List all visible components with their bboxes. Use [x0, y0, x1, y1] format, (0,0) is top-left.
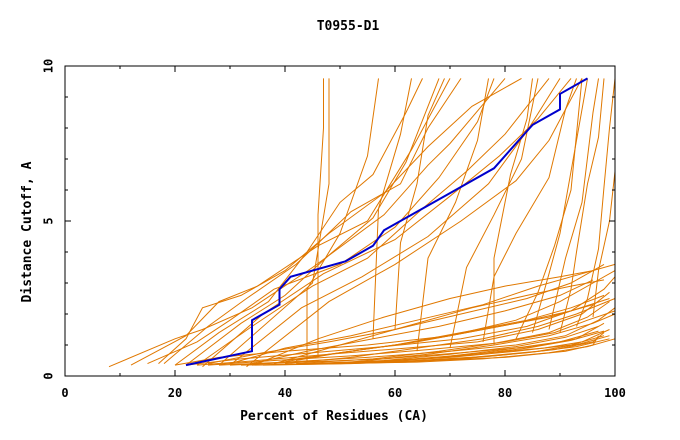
- x-tick-label-20: 20: [168, 386, 182, 400]
- model-line-40: [284, 298, 616, 365]
- model-line-15: [372, 78, 412, 339]
- model-line-20: [493, 78, 533, 345]
- model-line-46: [273, 279, 605, 365]
- y-tick-label-10: 10: [42, 59, 56, 73]
- model-line-23: [548, 78, 599, 330]
- x-tick-label-100: 100: [604, 386, 626, 400]
- model-line-50: [372, 335, 605, 363]
- y-axis-label: Distance Cutoff, A: [20, 161, 35, 302]
- model-line-25: [576, 78, 616, 327]
- model-line-45: [339, 338, 616, 365]
- model-line-1: [108, 78, 506, 368]
- y-tick-label-5: 5: [42, 217, 56, 224]
- model-line-22: [532, 78, 588, 333]
- model-line-14: [306, 78, 379, 361]
- ticks-layer: 0 20 40 60 80 100 0 5 10: [42, 59, 626, 400]
- model-line-8: [196, 78, 550, 366]
- model-line-2: [130, 78, 451, 366]
- model-line-11: [246, 78, 583, 368]
- model-line-41: [295, 310, 616, 365]
- x-tick-label-60: 60: [388, 386, 402, 400]
- model-line-28: [185, 276, 616, 366]
- model-line-51: [383, 338, 610, 363]
- model-line-21: [515, 78, 583, 340]
- model-line-26: [592, 171, 616, 318]
- series-layer: [108, 77, 616, 368]
- model-line-3: [147, 78, 495, 365]
- highlight-model-line: [185, 77, 588, 367]
- model-line-13: [317, 78, 324, 358]
- model-line-47: [257, 270, 594, 365]
- model-line-49: [361, 330, 599, 363]
- x-tick-label-40: 40: [278, 386, 292, 400]
- x-tick-label-0: 0: [61, 386, 68, 400]
- model-line-48: [350, 313, 616, 363]
- chart-title: T0955-D1: [317, 19, 380, 34]
- plot-frame: [64, 65, 616, 377]
- model-line-38: [251, 279, 594, 365]
- model-line-12: [218, 78, 330, 366]
- model-line-7: [158, 77, 522, 364]
- model-line-17: [416, 78, 489, 352]
- model-line-19: [482, 78, 577, 342]
- x-tick-label-80: 80: [498, 386, 512, 400]
- model-line-37: [229, 263, 616, 365]
- y-tick-label-0: 0: [42, 372, 56, 379]
- model-line-5: [174, 78, 423, 366]
- model-line-53: [295, 298, 610, 361]
- model-line-16: [394, 78, 445, 330]
- model-line-6: [185, 78, 440, 366]
- x-axis-label: Percent of Residues (CA): [240, 409, 428, 424]
- model-line-52: [284, 304, 594, 361]
